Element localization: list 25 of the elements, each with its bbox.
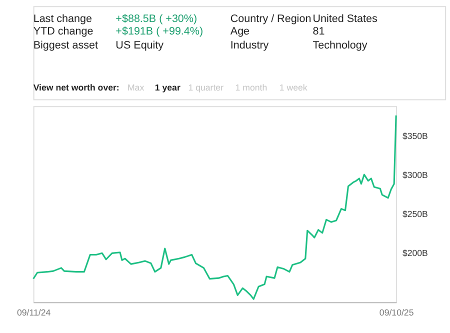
text: Country / Region [230,12,312,25]
x-tick-label: 09/10/25 [379,307,414,318]
x-tick-label: 09/11/24 [16,307,51,318]
y-tick-label: $200B [402,248,428,258]
text: Industry [230,39,270,52]
text: Biggest asset [33,39,98,52]
text: View net worth over: [33,82,120,92]
text: 1 year [154,82,181,92]
text: +$88.5B ( +30%) [116,12,198,25]
line-series [32,114,397,300]
text: 1 month [235,82,268,92]
text: 81 [312,26,325,38]
text: US Equity [116,39,164,52]
text: 1 quarter [188,82,224,92]
text: Max [127,82,145,92]
text: 1 week [279,82,308,92]
text: Last change [33,12,92,25]
text: YTD change [33,26,94,38]
text: +$191B ( +99.4%) [116,26,204,38]
y-tick-label: $250B [402,208,428,219]
text: United States [312,12,378,25]
y-tick-label: $350B [402,131,428,142]
y-tick-label: $300B [402,170,428,180]
text: Age [230,26,250,38]
text: Technology [312,39,368,52]
